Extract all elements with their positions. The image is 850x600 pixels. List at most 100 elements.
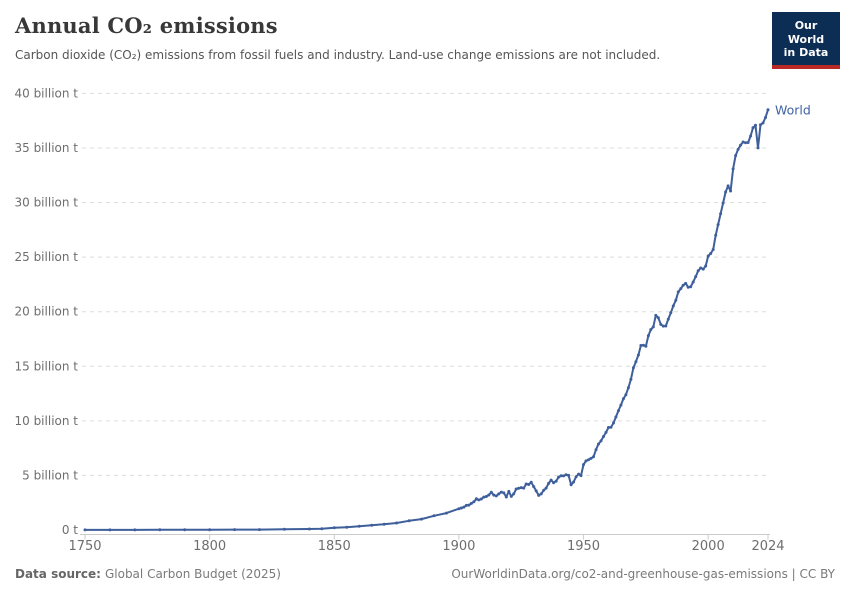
data-point-marker[interactable] xyxy=(651,325,655,329)
data-point-marker[interactable] xyxy=(462,505,466,509)
data-point-marker[interactable] xyxy=(395,521,399,525)
data-point-marker[interactable] xyxy=(714,233,718,237)
data-point-marker[interactable] xyxy=(529,480,533,484)
data-point-marker[interactable] xyxy=(579,474,583,478)
data-point-marker[interactable] xyxy=(644,344,648,348)
data-point-marker[interactable] xyxy=(734,154,738,158)
data-point-marker[interactable] xyxy=(639,344,643,347)
data-point-marker[interactable] xyxy=(616,409,620,413)
data-point-marker[interactable] xyxy=(761,121,765,125)
data-point-marker[interactable] xyxy=(749,134,753,138)
data-point-marker[interactable] xyxy=(602,435,605,438)
data-point-marker[interactable] xyxy=(681,283,685,287)
data-point-marker[interactable] xyxy=(457,507,461,511)
data-point-marker[interactable] xyxy=(537,493,541,497)
data-point-marker[interactable] xyxy=(557,475,561,479)
data-point-marker[interactable] xyxy=(524,482,528,486)
data-point-marker[interactable] xyxy=(444,511,448,515)
data-point-marker[interactable] xyxy=(499,490,503,494)
data-point-marker[interactable] xyxy=(258,528,261,532)
data-point-marker[interactable] xyxy=(345,525,349,529)
data-point-marker[interactable] xyxy=(332,526,336,530)
data-point-marker[interactable] xyxy=(726,184,730,188)
data-point-marker[interactable] xyxy=(691,280,695,284)
data-point-marker[interactable] xyxy=(676,290,680,294)
data-point-marker[interactable] xyxy=(589,456,593,460)
data-point-marker[interactable] xyxy=(724,190,728,194)
data-point-marker[interactable] xyxy=(756,146,760,150)
data-point-marker[interactable] xyxy=(699,266,703,270)
data-point-marker[interactable] xyxy=(646,334,650,338)
data-point-marker[interactable] xyxy=(636,353,640,357)
data-point-marker[interactable] xyxy=(567,473,571,477)
data-point-marker[interactable] xyxy=(514,487,518,491)
data-point-marker[interactable] xyxy=(534,489,538,493)
data-point-marker[interactable] xyxy=(307,527,311,531)
data-point-marker[interactable] xyxy=(679,287,683,291)
data-point-marker[interactable] xyxy=(649,328,653,332)
data-point-marker[interactable] xyxy=(382,522,386,526)
data-point-marker[interactable] xyxy=(614,415,618,419)
data-point-marker[interactable] xyxy=(552,481,556,485)
data-point-marker[interactable] xyxy=(684,281,688,285)
data-point-marker[interactable] xyxy=(507,489,511,493)
data-point-marker[interactable] xyxy=(666,317,670,321)
data-point-marker[interactable] xyxy=(517,486,521,490)
data-point-marker[interactable] xyxy=(754,123,757,127)
data-point-marker[interactable] xyxy=(706,254,710,258)
data-point-marker[interactable] xyxy=(661,324,665,328)
data-point-marker[interactable] xyxy=(592,455,595,459)
data-point-marker[interactable] xyxy=(766,108,770,112)
data-point-marker[interactable] xyxy=(370,523,374,527)
data-point-marker[interactable] xyxy=(721,201,725,205)
data-point-marker[interactable] xyxy=(587,458,590,462)
data-point-marker[interactable] xyxy=(527,483,531,486)
data-point-marker[interactable] xyxy=(597,442,600,446)
data-point-marker[interactable] xyxy=(432,514,436,518)
data-point-marker[interactable] xyxy=(629,377,633,381)
data-point-marker[interactable] xyxy=(509,494,513,498)
owid-logo[interactable]: Our World in Data xyxy=(772,12,840,69)
data-point-marker[interactable] xyxy=(739,143,743,147)
data-point-marker[interactable] xyxy=(158,528,162,532)
data-point-marker[interactable] xyxy=(489,490,493,494)
data-point-marker[interactable] xyxy=(671,304,675,308)
data-point-marker[interactable] xyxy=(574,475,578,479)
data-point-marker[interactable] xyxy=(731,167,735,171)
data-point-marker[interactable] xyxy=(654,313,658,317)
data-point-marker[interactable] xyxy=(729,189,733,193)
data-point-marker[interactable] xyxy=(744,141,748,145)
data-point-marker[interactable] xyxy=(594,448,598,452)
data-point-marker[interactable] xyxy=(474,497,478,501)
data-point-marker[interactable] xyxy=(133,528,137,532)
data-point-marker[interactable] xyxy=(582,463,585,467)
data-point-marker[interactable] xyxy=(659,322,663,326)
data-point-marker[interactable] xyxy=(542,488,546,492)
data-point-marker[interactable] xyxy=(624,393,628,397)
data-point-marker[interactable] xyxy=(320,527,324,531)
data-point-marker[interactable] xyxy=(572,480,576,484)
data-point-marker[interactable] xyxy=(584,459,588,463)
data-point-marker[interactable] xyxy=(656,316,660,320)
data-point-marker[interactable] xyxy=(420,517,423,521)
world-series-line[interactable] xyxy=(84,108,769,531)
data-point-marker[interactable] xyxy=(497,492,501,496)
data-point-marker[interactable] xyxy=(357,524,361,528)
data-point-marker[interactable] xyxy=(487,493,491,497)
data-point-marker[interactable] xyxy=(544,486,548,490)
data-point-marker[interactable] xyxy=(479,497,483,501)
data-point-marker[interactable] xyxy=(709,252,713,255)
data-point-marker[interactable] xyxy=(764,116,767,119)
data-point-marker[interactable] xyxy=(482,495,486,499)
data-point-marker[interactable] xyxy=(704,264,708,268)
data-point-marker[interactable] xyxy=(759,123,762,127)
data-point-marker[interactable] xyxy=(469,501,473,505)
series-label-world[interactable]: World xyxy=(775,102,811,117)
data-point-marker[interactable] xyxy=(492,493,496,497)
data-point-marker[interactable] xyxy=(83,528,87,532)
data-point-marker[interactable] xyxy=(464,503,468,507)
data-point-marker[interactable] xyxy=(564,473,568,477)
data-point-marker[interactable] xyxy=(619,403,623,407)
data-point-marker[interactable] xyxy=(562,474,566,478)
data-point-marker[interactable] xyxy=(569,483,573,487)
